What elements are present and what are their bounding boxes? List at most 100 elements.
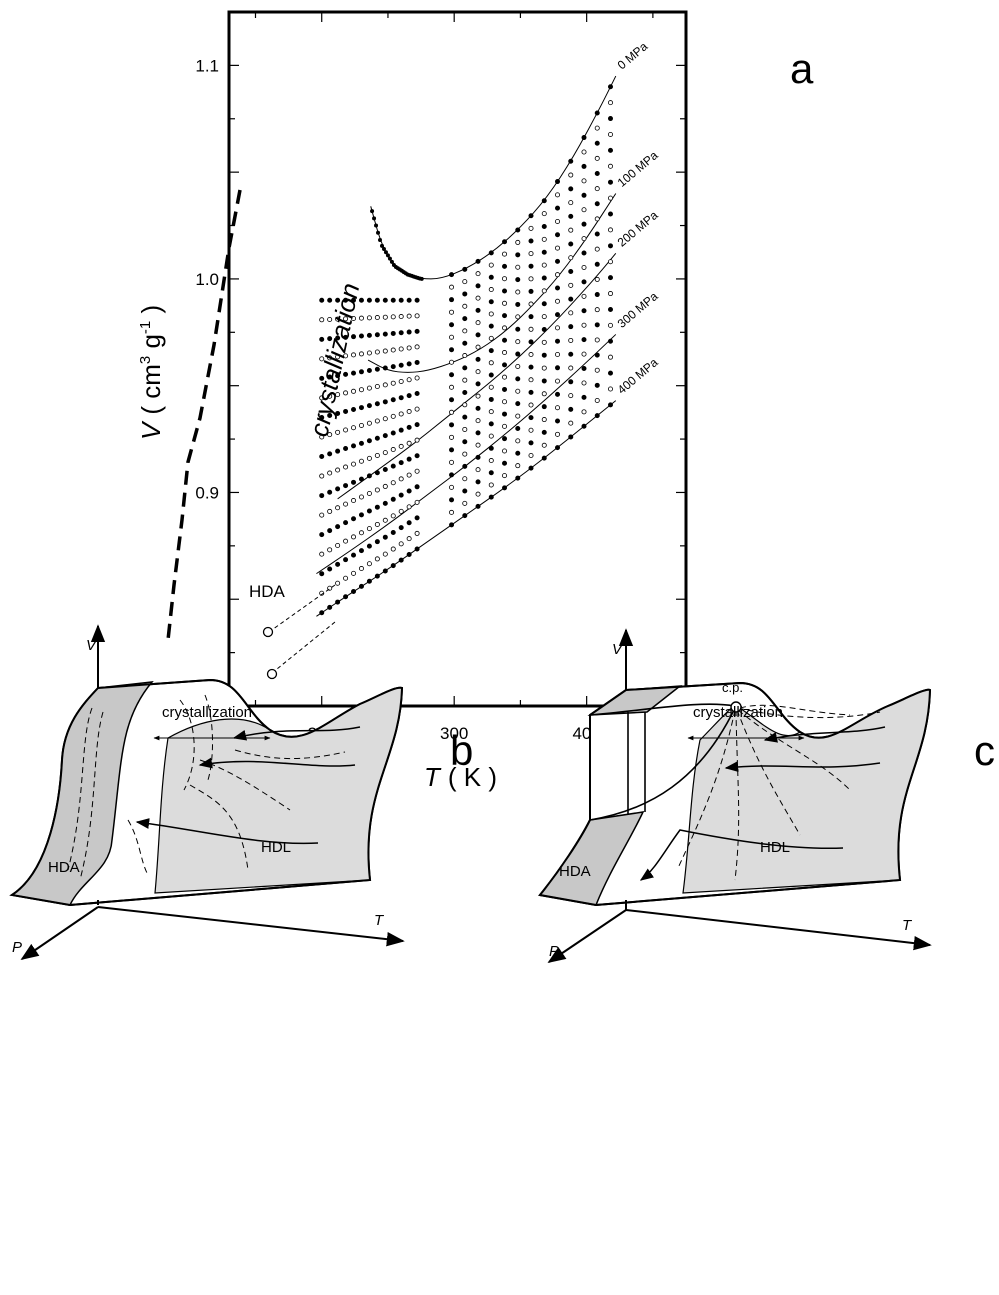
data-point (319, 512, 325, 518)
data-point (366, 508, 372, 514)
p-label-b: P (12, 939, 22, 956)
x-axis-unit: ( K ) (448, 762, 497, 792)
data-point (366, 543, 372, 549)
data-point (390, 430, 396, 436)
data-point (398, 476, 404, 482)
isobar-1 (367, 193, 617, 373)
data-point (568, 213, 574, 219)
data-point (475, 320, 481, 326)
data-point (462, 426, 468, 432)
data-point (541, 404, 547, 410)
data-point (475, 393, 481, 399)
data-point (351, 315, 357, 321)
data-point (515, 277, 521, 283)
data-point (462, 463, 468, 469)
data-point (607, 100, 613, 106)
data-point (488, 433, 494, 439)
data-point (335, 316, 341, 322)
data-point (581, 236, 587, 242)
data-point (335, 486, 341, 492)
data-point (475, 271, 481, 277)
data-point (382, 467, 388, 473)
data-point (607, 84, 613, 90)
data-point (502, 337, 508, 343)
y-tick-label: 1.1 (195, 56, 219, 75)
data-point (581, 380, 587, 386)
x-axis-title: T( K ) (424, 762, 497, 792)
data-point (528, 263, 534, 269)
data-point (515, 227, 521, 233)
data-point (327, 489, 333, 495)
data-point (414, 391, 420, 397)
data-point (406, 329, 412, 335)
data-point (528, 238, 534, 244)
data-point (555, 351, 561, 357)
data-point (607, 306, 613, 312)
data-point-0mpa (385, 253, 390, 258)
data-point (607, 131, 613, 137)
data-point (382, 433, 388, 439)
data-point (449, 522, 455, 528)
v-label-b: V (86, 637, 98, 654)
data-point (406, 472, 412, 478)
data-point (406, 424, 412, 430)
y-tick-label: 0.9 (195, 483, 219, 502)
data-point (366, 473, 372, 479)
data-point (414, 453, 420, 459)
data-point (343, 483, 349, 489)
t-label-b: T (374, 912, 385, 929)
t-axis-c (625, 909, 932, 951)
isobar-label: 100 MPa (615, 148, 661, 190)
data-point (594, 140, 600, 146)
data-point (382, 551, 388, 557)
data-point (607, 275, 613, 281)
data-point (374, 470, 380, 476)
data-point (343, 594, 349, 600)
data-point (488, 348, 494, 354)
data-point (488, 470, 494, 476)
data-point (449, 422, 455, 428)
data-point (594, 322, 600, 328)
data-point (541, 301, 547, 307)
data-point (541, 352, 547, 358)
data-point (541, 326, 547, 332)
data-point (541, 455, 547, 461)
data-point (555, 179, 561, 185)
data-point (343, 520, 349, 526)
data-point (319, 336, 325, 342)
data-point (607, 338, 613, 344)
data-point (398, 525, 404, 531)
data-point (366, 578, 372, 584)
data-point (374, 418, 380, 424)
data-point (351, 570, 357, 576)
data-point (406, 377, 412, 383)
data-point (502, 485, 508, 491)
cp-label-c: c.p. (722, 680, 743, 695)
data-point (502, 423, 508, 429)
data-point (515, 401, 521, 407)
data-point (488, 494, 494, 500)
data-point (555, 192, 561, 198)
data-point (515, 388, 521, 394)
data-point (581, 163, 587, 169)
data-point (528, 251, 534, 257)
data-point (568, 186, 574, 192)
data-point (358, 494, 364, 500)
data-point (488, 323, 494, 329)
data-point (449, 359, 455, 365)
data-point (541, 275, 547, 281)
data-point (449, 484, 455, 490)
data-point (541, 442, 547, 448)
data-point (594, 155, 600, 161)
data-point (555, 418, 561, 424)
data-point (398, 362, 404, 368)
data-point (475, 283, 481, 289)
data-point (568, 310, 574, 316)
data-point (581, 366, 587, 372)
data-point (414, 437, 420, 443)
data-point (390, 314, 396, 320)
data-point (390, 529, 396, 535)
data-point (374, 504, 380, 510)
data-point (541, 262, 547, 268)
data-point (358, 440, 364, 446)
